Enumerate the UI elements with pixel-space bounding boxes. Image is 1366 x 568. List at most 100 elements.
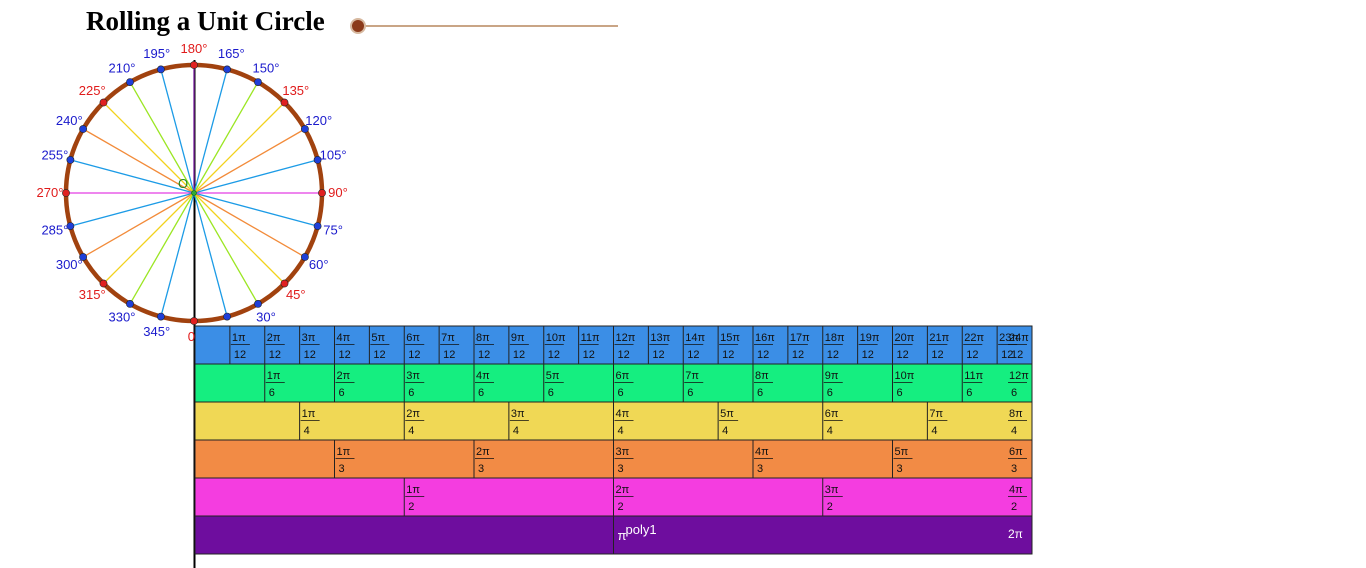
fraction-denominator: 2 [618, 501, 624, 513]
center-point [191, 190, 197, 196]
fraction-numerator: 22π [964, 332, 984, 344]
fraction-denominator: 4 [931, 425, 937, 437]
spoke-150 [193, 81, 259, 194]
fraction-denominator: 12 [408, 349, 420, 361]
slider-knob[interactable] [350, 18, 366, 34]
fraction-denominator: 6 [897, 387, 903, 399]
fraction-numerator: 10π [546, 332, 566, 344]
angle-label-75: 75° [323, 222, 343, 237]
fraction-numerator: 4π [337, 332, 351, 344]
fraction-numerator: 20π [895, 332, 915, 344]
fraction-denominator: 12 [1001, 349, 1013, 361]
point-165 [223, 65, 231, 74]
angle-label-90: 90° [328, 185, 348, 200]
angle-label-300: 300° [56, 257, 83, 272]
rotation-slider[interactable] [348, 14, 620, 38]
fraction-numerator: 9π [511, 332, 525, 344]
spoke-255 [70, 159, 195, 194]
fraction-numerator: 13π [650, 332, 670, 344]
angle-label-210: 210° [109, 60, 136, 75]
fraction-denominator: 6 [478, 387, 484, 399]
fraction-denominator: 3 [478, 463, 484, 475]
fraction-denominator: 6 [687, 387, 693, 399]
spoke-120 [193, 128, 306, 194]
fraction-denominator: 3 [897, 463, 903, 475]
spoke-60 [193, 192, 306, 258]
fraction-denominator: 6 [339, 387, 345, 399]
fraction-numerator: 7π [441, 332, 455, 344]
fraction-numerator: 2π [406, 408, 420, 420]
angle-label-45: 45° [286, 287, 306, 302]
angle-label-180: 180° [181, 41, 208, 56]
fraction-denominator: 2 [408, 501, 414, 513]
fraction-denominator: 12 [339, 349, 351, 361]
point-210 [126, 78, 134, 86]
fraction-denominator: 12 [234, 349, 246, 361]
fraction-numerator: 14π [685, 332, 705, 344]
angle-label-150: 150° [253, 60, 280, 75]
fraction-denominator: 3 [339, 463, 345, 475]
fraction-numerator: 2π [616, 484, 630, 496]
fraction-numerator: 11π [964, 370, 983, 382]
fraction-numerator: 5π [546, 370, 560, 382]
fraction-numerator: 7π [685, 370, 699, 382]
fraction-denominator: 12 [827, 349, 839, 361]
spoke-330 [129, 192, 195, 305]
point-195 [156, 65, 165, 74]
angle-label-255: 255° [41, 148, 68, 163]
fraction-denominator: 12 [722, 349, 734, 361]
fraction-denominator: 12 [757, 349, 769, 361]
point-30 [254, 299, 262, 308]
spoke-285 [70, 192, 195, 227]
fraction-denominator: 4 [408, 425, 414, 437]
spoke-15 [193, 192, 228, 317]
fraction-denominator: 6 [269, 387, 275, 399]
fraction-numerator: 4π [476, 370, 490, 382]
fraction-denominator: 12 [1011, 349, 1023, 361]
pi-label: π [618, 528, 627, 543]
fraction-bars: 1π 12 2π 12 3 π 12 4π 12 5π 12 6π 12 7π 12 8π 12 9π 12 10π 1… [194, 325, 1033, 555]
fraction-denominator: 6 [757, 387, 763, 399]
center-label: O [178, 176, 188, 191]
spoke-345 [160, 192, 195, 317]
fraction-denominator: 12 [304, 349, 316, 361]
angle-label-270: 270° [37, 185, 64, 200]
angle-label-135: 135° [282, 83, 309, 98]
fraction-numerator: 19π [860, 332, 880, 344]
fraction-denominator: 12 [513, 349, 525, 361]
fraction-numerator: 23π [999, 332, 1019, 344]
fraction-denominator: 12 [583, 349, 595, 361]
fraction-numerator: 8π [476, 332, 490, 344]
poly-label: poly1 [626, 522, 657, 537]
angle-label-225: 225° [79, 83, 106, 98]
fraction-denominator: 12 [269, 349, 281, 361]
angle-label-120: 120° [305, 113, 332, 128]
angle-label-285: 285° [41, 222, 68, 237]
fraction-numerator: 4π [616, 408, 630, 420]
point-75 [313, 222, 322, 230]
point-120 [300, 125, 309, 133]
fraction-denominator: 4 [618, 425, 624, 437]
spoke-225 [103, 102, 195, 194]
fraction-denominator: 6 [1011, 387, 1017, 399]
fraction-denominator: 12 [862, 349, 874, 361]
fraction-numerator: 11π [581, 332, 600, 344]
fraction-numerator: 5π [895, 446, 909, 458]
point-225 [99, 98, 108, 107]
angle-label-105: 105° [320, 148, 347, 163]
fraction-numerator: 6π [616, 370, 630, 382]
fraction-denominator: 12 [443, 349, 455, 361]
point-285 [66, 222, 75, 230]
point-135 [280, 98, 289, 107]
point-45 [280, 279, 289, 288]
spoke-135 [193, 102, 285, 194]
fraction-numerator: 1π [232, 332, 246, 344]
fraction-numerator: 2π [337, 370, 351, 382]
fraction-numerator: 24π [1009, 332, 1029, 344]
fraction-numerator: 5π [720, 408, 734, 420]
point-90 [318, 189, 326, 197]
fraction-denominator: 3 [1011, 463, 1017, 475]
page-title: Rolling a Unit Circle [86, 6, 325, 36]
angle-label-315: 315° [79, 287, 106, 302]
